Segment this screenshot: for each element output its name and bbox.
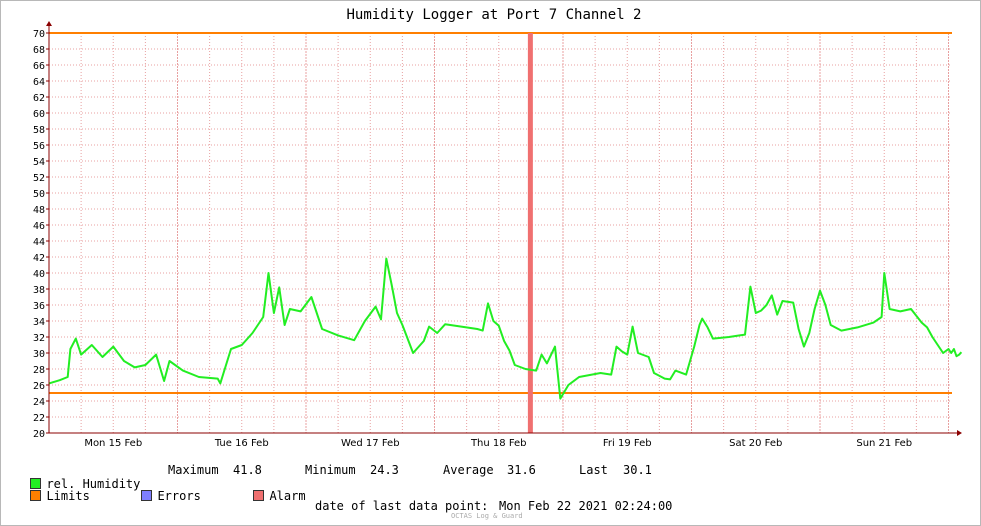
series-swatch xyxy=(30,478,42,489)
x-axis-arrow xyxy=(957,430,962,436)
legend-max-label: Maximum xyxy=(168,463,219,477)
x-tick-label: Mon 15 Feb xyxy=(84,438,142,449)
legend-errors-label: Errors xyxy=(157,489,201,503)
last-data-point-value: Mon Feb 22 2021 02:24:00 xyxy=(499,499,673,513)
y-tick-label: 34 xyxy=(33,317,45,328)
humidity-chart: Humidity Logger at Port 7 Channel 2 20 22… xyxy=(33,7,963,449)
limits-swatch xyxy=(30,490,42,501)
legend-max-value: 41.8 xyxy=(233,463,262,477)
y-tick-label: 36 xyxy=(33,301,45,312)
y-tick-label: 56 xyxy=(33,141,45,152)
legend-series-label: rel. Humidity xyxy=(46,477,141,491)
y-tick-label: 60 xyxy=(33,109,45,120)
alarm-swatch xyxy=(253,490,265,501)
alarm-band xyxy=(527,33,533,433)
x-tick-labels: Mon 15 Feb Tue 16 Feb Wed 17 Feb Thu 18 Feb… xyxy=(84,438,912,449)
limit-lines xyxy=(49,32,952,394)
y-tick-label: 28 xyxy=(33,365,45,376)
y-tick-label: 24 xyxy=(33,397,45,408)
alarm-marker xyxy=(527,33,533,433)
y-tick-label: 22 xyxy=(33,413,45,424)
y-tick-label: 30 xyxy=(33,349,45,360)
series-layer xyxy=(48,257,963,400)
legend-last-label: Last xyxy=(579,463,608,477)
y-tick-label: 44 xyxy=(33,237,45,248)
legend-min-value: 24.3 xyxy=(370,463,399,477)
legend-errors: Errors xyxy=(127,475,201,503)
legend-limits-label: Limits xyxy=(46,489,90,503)
legend-avg-label: Average xyxy=(443,463,494,477)
legend-last-value: 30.1 xyxy=(623,463,652,477)
y-tick-label: 46 xyxy=(33,221,45,232)
legend-avg-value: 31.6 xyxy=(507,463,536,477)
y-tick-label: 38 xyxy=(33,285,45,296)
y-tick-label: 70 xyxy=(33,29,45,40)
y-tick-label: 54 xyxy=(33,157,45,168)
last-data-point-label: date of last data point: xyxy=(315,499,489,513)
y-tick-label: 48 xyxy=(33,205,45,216)
y-tick-label: 40 xyxy=(33,269,45,280)
y-tick-label: 50 xyxy=(33,189,45,200)
x-tick-label: Tue 16 Feb xyxy=(214,438,269,449)
y-axis-arrow xyxy=(46,21,52,26)
series-line-humidity xyxy=(48,257,963,400)
y-tick-label: 52 xyxy=(33,173,45,184)
y-tick-label: 20 xyxy=(33,429,45,440)
y-tick-labels: 20 22 24 26 28 30 32 34 36 38 40 42 44 46 48 50 52 54 56 58… xyxy=(33,29,45,440)
y-tick-label: 68 xyxy=(33,45,45,56)
legend-limits: Limits xyxy=(16,475,90,503)
x-tick-label: Sat 20 Feb xyxy=(729,438,782,449)
legend-alarm-label: Alarm xyxy=(269,489,306,503)
y-tick-label: 26 xyxy=(33,381,45,392)
legend-alarm: Alarm xyxy=(239,475,306,503)
y-tick-label: 58 xyxy=(33,125,45,136)
y-tick-label: 66 xyxy=(33,61,45,72)
legend-min-label: Minimum xyxy=(305,463,356,477)
grid xyxy=(49,32,952,433)
y-tick-label: 64 xyxy=(33,77,45,88)
axes xyxy=(46,21,962,436)
y-tick-label: 42 xyxy=(33,253,45,264)
x-tick-label: Wed 17 Feb xyxy=(341,438,400,449)
credit-text: OCTAS Log & Guard xyxy=(451,512,523,520)
y-tick-label: 62 xyxy=(33,93,45,104)
y-tick-label: 32 xyxy=(33,333,45,344)
legend-series-row: rel. Humidity xyxy=(16,463,140,491)
x-tick-label: Thu 18 Feb xyxy=(470,438,527,449)
x-tick-label: Sun 21 Feb xyxy=(856,438,912,449)
chart-title: Humidity Logger at Port 7 Channel 2 xyxy=(346,7,641,23)
errors-swatch xyxy=(141,490,153,501)
x-tick-label: Fri 19 Feb xyxy=(603,438,652,449)
